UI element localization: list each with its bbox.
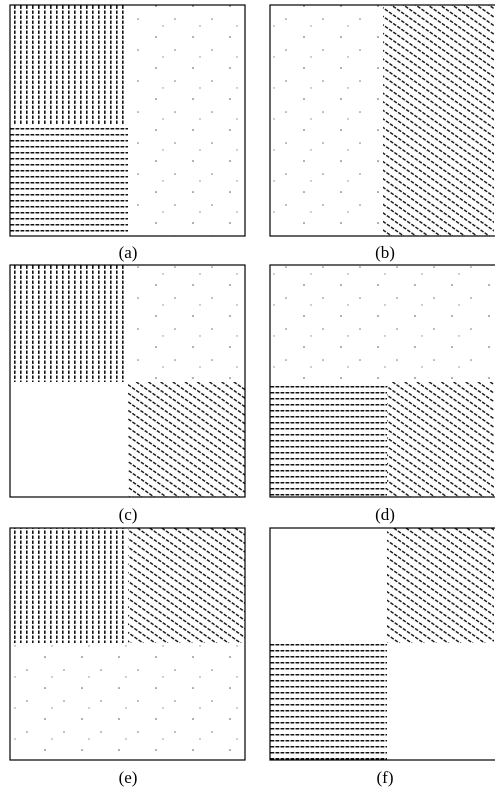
texture <box>128 382 245 497</box>
panel-d <box>270 265 495 497</box>
page: {"panels": [{"label": "(a)"}, {"label": … <box>0 0 495 789</box>
texture <box>387 528 494 643</box>
texture <box>128 528 245 643</box>
texture <box>270 382 387 497</box>
panel-label: (b) <box>375 243 395 262</box>
panel-f <box>270 528 495 760</box>
panel-b <box>270 5 495 236</box>
panel-a <box>10 5 245 236</box>
texture <box>128 5 245 236</box>
panel-c <box>10 265 245 497</box>
texture <box>270 5 383 236</box>
texture <box>383 120 494 236</box>
texture <box>383 5 494 120</box>
texture <box>10 528 128 643</box>
panel-label: (f) <box>377 768 394 787</box>
figure: (a) (b) (c) (d) (e) (f) <box>0 0 495 789</box>
texture <box>387 382 494 497</box>
panel-label: (a) <box>119 243 138 262</box>
texture <box>10 5 128 125</box>
texture <box>10 265 128 382</box>
panel-label: (d) <box>375 505 395 524</box>
texture <box>270 643 387 760</box>
panel-label: (c) <box>119 505 138 524</box>
panel-label: (e) <box>119 768 138 787</box>
texture <box>10 643 245 760</box>
texture <box>128 265 245 382</box>
texture <box>270 265 494 382</box>
texture <box>10 125 128 236</box>
panel-e <box>10 528 245 760</box>
